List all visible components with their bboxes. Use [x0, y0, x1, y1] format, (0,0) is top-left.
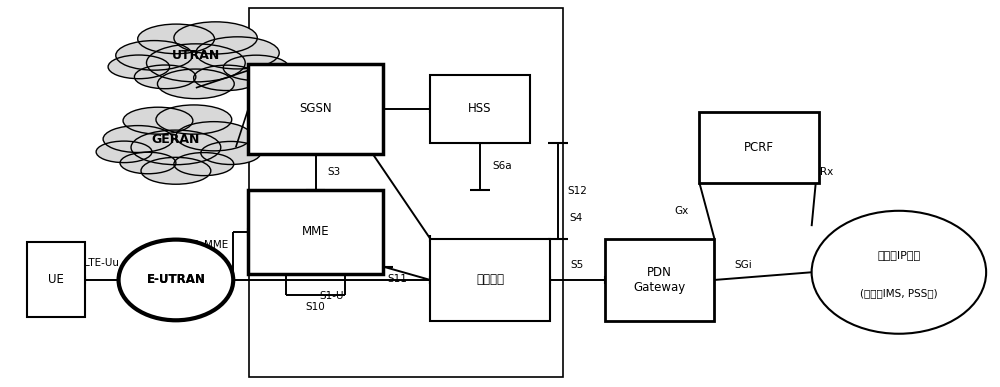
Circle shape [120, 152, 176, 174]
Circle shape [138, 24, 214, 54]
Bar [699, 112, 819, 183]
Text: S11: S11 [388, 274, 408, 284]
Text: S5: S5 [571, 260, 584, 271]
Circle shape [146, 44, 245, 82]
Text: 运营商IP业务: 运营商IP业务 [877, 250, 920, 260]
Text: S10: S10 [306, 302, 325, 312]
Bar [27, 243, 85, 317]
Text: PCRF: PCRF [744, 141, 774, 154]
Text: S1-MME: S1-MME [187, 240, 228, 250]
Bar [248, 190, 383, 274]
Circle shape [201, 141, 261, 164]
Text: Gx: Gx [675, 206, 689, 216]
Ellipse shape [119, 240, 233, 320]
Text: S1-U: S1-U [319, 291, 344, 301]
Circle shape [131, 130, 221, 165]
Text: E-UTRAN: E-UTRAN [146, 274, 205, 286]
Circle shape [174, 152, 234, 176]
Circle shape [103, 126, 173, 152]
Text: UTRAN: UTRAN [172, 49, 220, 62]
Bar [430, 75, 530, 142]
Text: S6a: S6a [492, 161, 512, 171]
Bar [248, 64, 383, 154]
Circle shape [194, 65, 259, 91]
Circle shape [108, 55, 170, 79]
Circle shape [223, 55, 289, 80]
Text: Rx: Rx [820, 167, 834, 177]
Text: UE: UE [48, 274, 64, 286]
Text: E-UTRAN: E-UTRAN [146, 274, 205, 286]
Circle shape [116, 41, 193, 70]
Text: SGSN: SGSN [299, 103, 332, 115]
Bar [249, 8, 563, 377]
Circle shape [176, 122, 252, 151]
Text: SGi: SGi [734, 260, 752, 271]
Text: S3: S3 [327, 167, 341, 177]
Circle shape [156, 105, 232, 134]
Circle shape [196, 37, 279, 69]
Bar [605, 239, 714, 321]
Circle shape [157, 69, 234, 99]
Text: MME: MME [302, 225, 329, 238]
Text: GERAN: GERAN [152, 133, 200, 146]
Circle shape [96, 141, 152, 163]
Circle shape [141, 158, 211, 184]
Text: 服务网关: 服务网关 [476, 274, 504, 286]
Text: S4: S4 [570, 212, 583, 223]
Circle shape [174, 22, 257, 54]
Ellipse shape [812, 211, 986, 334]
Circle shape [134, 65, 196, 89]
Text: PDN
Gateway: PDN Gateway [633, 266, 686, 294]
Bar [430, 239, 550, 321]
Circle shape [123, 107, 193, 134]
Text: S12: S12 [568, 186, 588, 195]
Text: HSS: HSS [468, 103, 492, 115]
Text: (比如，IMS, PSS等): (比如，IMS, PSS等) [860, 288, 938, 298]
Text: LTE-Uu: LTE-Uu [84, 259, 119, 269]
